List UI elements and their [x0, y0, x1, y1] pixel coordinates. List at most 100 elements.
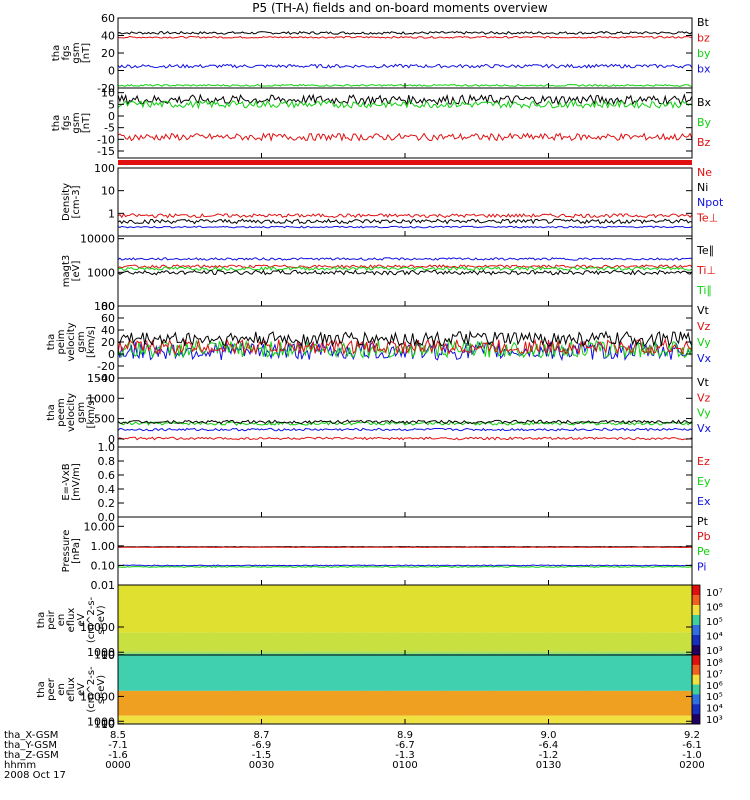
- x-axis-value: 9.0: [541, 730, 557, 741]
- y-axis-label-line: tha: [51, 115, 62, 131]
- y-tick-label: 10000: [80, 690, 115, 703]
- legend-entry: Vy: [697, 336, 711, 349]
- x-axis-value: -1.3: [395, 750, 415, 761]
- y-axis-label-line: gsm: [76, 402, 87, 423]
- y-axis-label-line: [km/s]: [86, 326, 97, 358]
- y-axis-label-line: gsm: [71, 42, 82, 63]
- y-tick-label: 20: [101, 47, 115, 60]
- x-axis-value: -6.1: [682, 740, 702, 751]
- y-axis-label-line: [nPa]: [71, 538, 82, 564]
- spectrogram-texture: [668, 690, 676, 706]
- y-axis-label: magt3[eV]: [61, 255, 82, 288]
- series-Ne: [117, 212, 693, 219]
- series-Vt: [117, 419, 693, 425]
- y-axis-label-line: tha: [51, 45, 62, 61]
- spectrogram-texture: [323, 655, 327, 677]
- x-axis-value: 0030: [249, 760, 274, 771]
- colorbar-segment: [692, 585, 700, 596]
- y-tick-label: -40: [97, 372, 115, 385]
- colorbar-segment: [692, 655, 700, 666]
- spectrogram-texture: [380, 651, 387, 654]
- colorbar-tick-label: 10⁶: [706, 603, 723, 614]
- colorbar-segment: [692, 605, 700, 616]
- spectrogram-texture: [272, 651, 278, 654]
- y-axis-label-line: velocity: [66, 322, 77, 361]
- spectrogram-texture: [320, 655, 323, 677]
- panel-frame: [117, 167, 693, 237]
- colorbar-segment: [692, 595, 700, 606]
- spectrogram-texture: [487, 690, 494, 706]
- colorbar-segment: [692, 615, 700, 626]
- x-axis-value: 0100: [392, 760, 417, 771]
- spectrogram-texture: [335, 632, 342, 645]
- colorbar-tick-label: 10⁴: [706, 704, 723, 715]
- spectrogram-texture: [252, 651, 260, 654]
- spectrogram-texture: [173, 655, 181, 677]
- y-tick-label: 1000: [87, 715, 115, 728]
- x-axis-value: -1.6: [108, 750, 128, 761]
- spectrogram-texture: [138, 655, 147, 677]
- y-tick-label: 10.00: [84, 520, 116, 533]
- y-tick-label: 100: [94, 718, 115, 731]
- y-axis-label: thapeimvelocitygsm[km/s]: [46, 322, 97, 361]
- y-tick-label: 10: [101, 718, 115, 731]
- series-Te⊥: [117, 257, 693, 261]
- spectrogram-texture: [276, 690, 279, 706]
- legend-entry: Pi: [697, 560, 706, 573]
- y-tick-label: 0.01: [91, 579, 116, 592]
- spectrogram-texture: [673, 715, 677, 721]
- x-axis-value: 8.5: [110, 730, 126, 741]
- spectrogram-texture: [436, 632, 441, 645]
- spectrogram-texture: [532, 715, 538, 721]
- spectrogram-texture: [641, 632, 648, 645]
- y-tick-label: 100: [94, 300, 115, 313]
- y-tick-label: 1500: [87, 372, 115, 385]
- spectrogram-texture: [394, 715, 401, 721]
- spectrogram-texture: [612, 632, 616, 645]
- legend-entry: Te∥: [696, 244, 714, 257]
- y-axis-label-line: [nT]: [81, 113, 92, 133]
- series-Ni: [117, 218, 693, 225]
- legend-entry: By: [697, 116, 712, 129]
- legend-entry: bz: [697, 32, 710, 45]
- spectrogram-texture: [384, 690, 392, 706]
- legend-entry: Vx: [697, 422, 712, 435]
- y-tick-label: -5: [104, 122, 115, 135]
- spectrogram-texture: [303, 655, 311, 677]
- y-tick-label: 1000: [87, 392, 115, 405]
- spectrogram-texture: [433, 655, 439, 677]
- spectrogram-texture: [420, 715, 425, 721]
- colorbar-tick-label: 10⁶: [706, 681, 723, 692]
- legend-entry: Te⊥: [696, 211, 718, 224]
- spectrogram-texture: [233, 690, 241, 706]
- series-By: [117, 99, 693, 110]
- y-axis-label-line: [km/s]: [86, 396, 97, 428]
- y-tick-label: 0: [108, 433, 115, 446]
- spectrogram-texture: [585, 715, 589, 721]
- spectrogram-texture: [259, 651, 265, 654]
- y-axis-label-line: [mV/m]: [71, 463, 82, 501]
- y-tick-label: 1: [108, 207, 115, 220]
- legend-entry: Ez: [697, 455, 710, 468]
- y-tick-label: 10: [101, 185, 115, 198]
- y-axis-label-line: gsm: [76, 331, 87, 352]
- spectrogram-texture: [559, 655, 564, 677]
- spectrogram-texture: [569, 651, 573, 654]
- spectrogram-texture: [440, 715, 447, 721]
- y-axis-label-line: eV: [76, 683, 87, 696]
- spectrogram-texture: [298, 651, 304, 654]
- spectrogram-texture: [449, 585, 456, 614]
- y-tick-label: 0: [108, 65, 115, 78]
- y-axis-label-line: [nT]: [81, 43, 92, 63]
- spectrogram-texture: [359, 690, 367, 706]
- spectrogram-texture: [589, 651, 596, 654]
- spectrogram-texture: [256, 651, 260, 654]
- legend-entry: Pe: [697, 545, 710, 558]
- y-tick-label: 40: [101, 324, 115, 337]
- panel-frame: [117, 516, 693, 586]
- y-tick-label: 100: [94, 162, 115, 175]
- y-tick-label: 0.0: [98, 511, 116, 524]
- spectrogram-texture: [442, 690, 449, 706]
- spectrogram-texture: [383, 651, 387, 654]
